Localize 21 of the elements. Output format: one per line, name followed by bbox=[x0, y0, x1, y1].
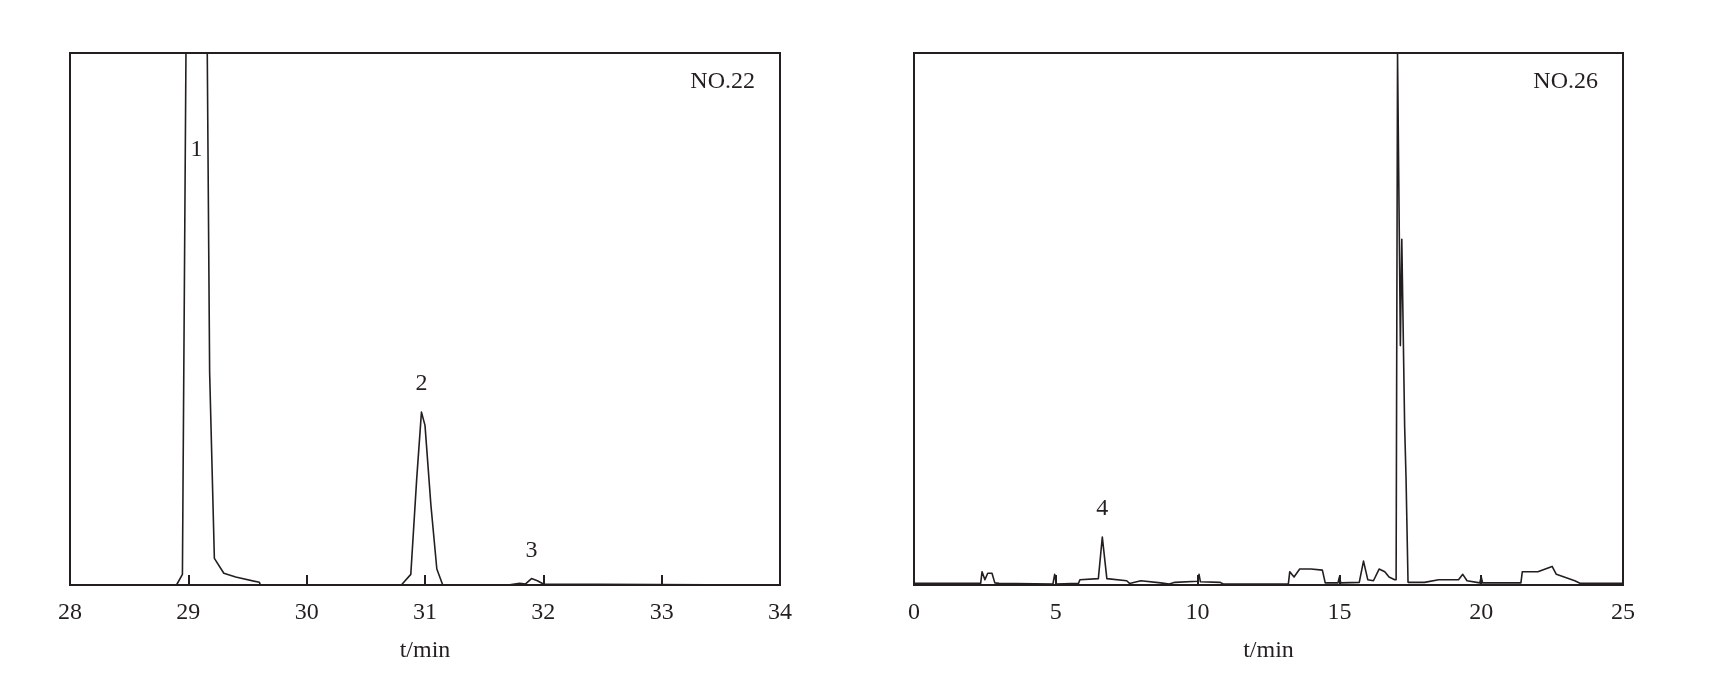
x-tick-label: 34 bbox=[768, 598, 792, 624]
x-tick-label: 31 bbox=[413, 598, 437, 624]
x-tick-label: 29 bbox=[176, 598, 201, 624]
x-tick-label: 28 bbox=[58, 598, 82, 624]
text: NO.26 bbox=[1533, 67, 1599, 93]
x-tick-label: 20 bbox=[1469, 598, 1494, 624]
x-tick-label: 30 bbox=[294, 598, 319, 624]
x-axis-title: t/min bbox=[399, 636, 451, 662]
x-tick-label: 10 bbox=[1185, 598, 1210, 624]
annotation: 3 bbox=[525, 535, 538, 562]
annotation: 4 bbox=[1096, 494, 1109, 521]
x-tick-label: 15 bbox=[1327, 598, 1352, 624]
annotation: 2 bbox=[415, 369, 428, 396]
x-tick-label: 25 bbox=[1611, 598, 1635, 624]
annotation: 1 bbox=[190, 135, 203, 161]
x-tick-label: 0 bbox=[908, 598, 920, 624]
text: NO.22 bbox=[690, 67, 756, 93]
x-tick-label: 33 bbox=[649, 598, 674, 624]
x-tick-label: 5 bbox=[1049, 598, 1062, 624]
x-axis-title: t/min bbox=[1243, 636, 1294, 662]
x-tick-label: 32 bbox=[531, 598, 556, 624]
